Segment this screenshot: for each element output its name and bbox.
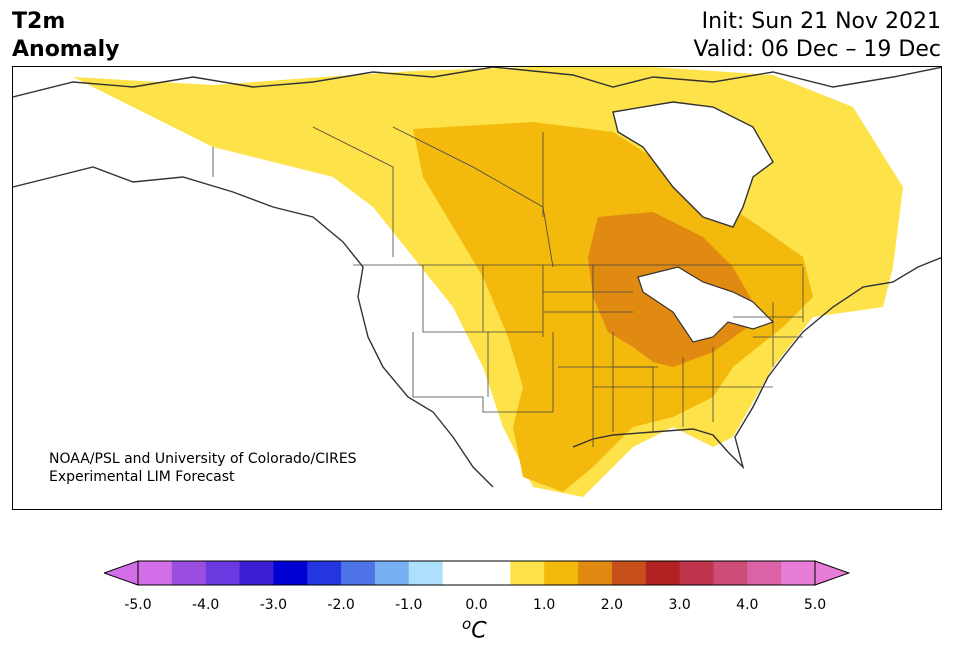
colorbar-cells [138,561,816,585]
map-canvas [13,67,941,497]
title-line-1: T2m [12,9,66,34]
colorbar-cell [713,561,748,585]
colorbar-tick-label: -4.0 [192,597,220,613]
init-date: Init: Sun 21 Nov 2021 [701,9,941,34]
anomaly-map [12,66,942,510]
colorbar-tick-label: 5.0 [803,597,827,613]
colorbar-outline [137,560,816,586]
colorbar-cell [510,561,545,585]
title-line-2: Anomaly [12,37,120,62]
colorbar-tick-label: -1.0 [395,597,423,613]
coastline-gulf [572,257,941,470]
colorbar-tick-label: 2.0 [600,597,624,613]
colorbar-cell [476,561,511,585]
colorbar-tick-label: 3.0 [668,597,691,613]
colorbar-tick-label: -3.0 [259,597,288,613]
colorbar-cell [544,561,579,585]
colorbar-cell [205,561,241,585]
colorbar-tick-label: 0.0 [465,597,488,613]
colorbar-cell [374,561,410,585]
colorbar-cell [611,561,647,585]
forecast-credit: NOAA/PSL and University of Colorado/CIRE… [49,450,357,486]
credit-line-2: Experimental LIM Forecast [49,469,235,485]
colorbar-cell [171,561,207,585]
colorbar-over-triangle [814,560,850,586]
forecast-dates: Init: Sun 21 Nov 2021 Valid: 06 Dec – 19… [693,8,941,64]
colorbar-cell [781,561,816,585]
colorbar-cell [578,561,613,585]
credit-line-1: NOAA/PSL and University of Colorado/CIRE… [49,451,357,467]
colorbar-tick-label: 4.0 [736,597,759,613]
political-borders [212,126,804,447]
colorbar-cell [273,561,308,585]
colorbar-cell [442,561,477,585]
great-lakes [637,266,775,343]
colorbar-tick-label: -2.0 [327,597,355,613]
coastline-arctic [13,67,941,98]
colorbar-under-triangle [104,560,139,586]
colorbar-unit-label: oC [462,615,487,643]
valid-range: Valid: 06 Dec – 19 Dec [693,37,941,62]
colorbar-ticks: -5.0 -4.0 -3.0 -2.0 -1.0 0.0 1.0 2.0 3.0 4.0 5.0 [0,597,953,617]
colorbar-cell [679,561,714,585]
colorbar-cell [408,561,444,585]
colorbar-cell [138,561,173,585]
colorbar-cell [307,561,342,585]
colorbar-cell [239,561,274,585]
colorbar [104,560,850,586]
colorbar-cell [341,561,376,585]
colorbar-tick-label: 1.0 [533,597,556,613]
coastline-west [13,166,494,488]
unit-letter: C [471,618,487,644]
map-title: T2m Anomaly [12,8,119,64]
unit-degree: o [462,615,472,633]
colorbar-cell [747,561,782,585]
colorbar-tick-label: -5.0 [124,597,152,613]
colorbar-cell [645,561,681,585]
hudson-bay [612,101,774,228]
